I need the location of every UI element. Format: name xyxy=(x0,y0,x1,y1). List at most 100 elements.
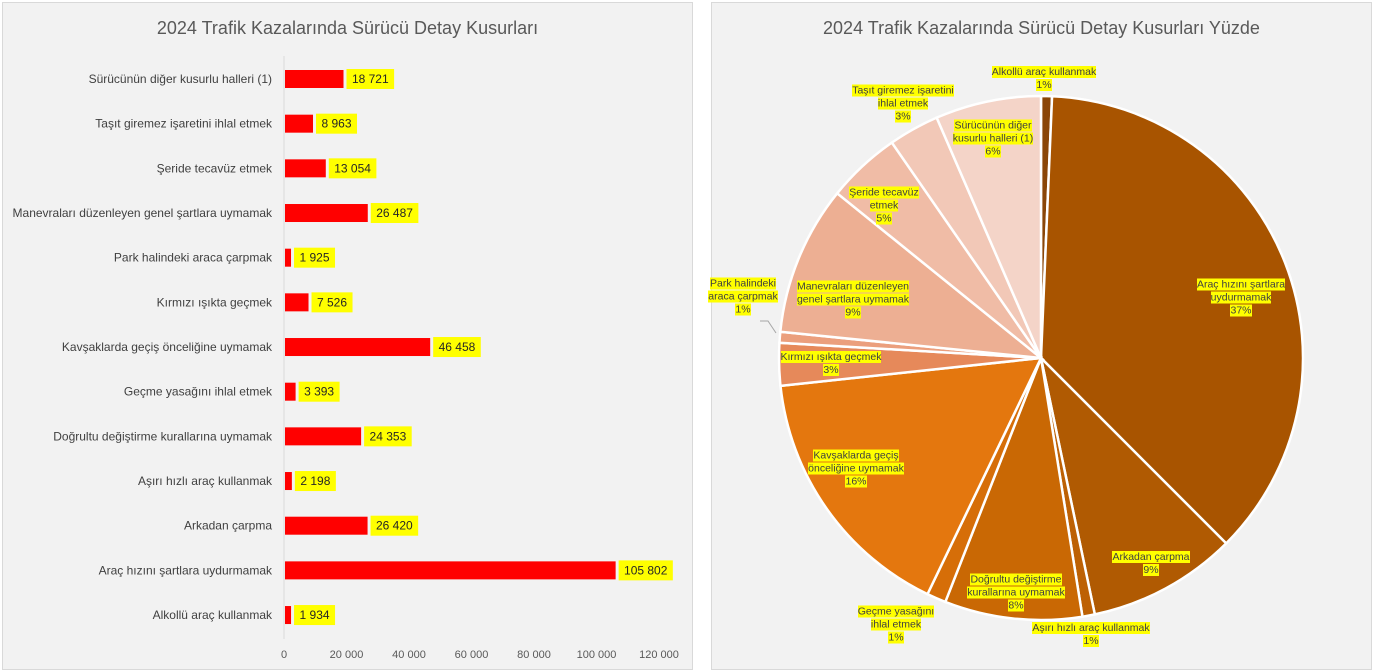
category-label: Manevraları düzenleyen genel şartlara uy… xyxy=(13,206,273,220)
category-label: Sürücünün diğer kusurlu halleri (1) xyxy=(89,72,272,86)
pie-data-label: Doğrultu değiştirme kurallarına uymamak 8… xyxy=(956,573,1076,613)
bar xyxy=(285,561,616,580)
leader-line xyxy=(760,320,777,334)
pie-percent-label: 8% xyxy=(1008,599,1024,612)
pie-chart xyxy=(760,94,1305,622)
category-label: Aşırı hızlı araç kullanmak xyxy=(138,474,273,488)
pie-percent-label: 3% xyxy=(823,364,839,376)
category-label: Araç hızını şartlara uydurmamak xyxy=(99,563,273,577)
pie-category-label: Aşırı hızlı araç kullanmak xyxy=(1032,622,1150,634)
data-label: 18 721 xyxy=(352,72,389,86)
pie-percent-label: 9% xyxy=(845,306,861,319)
data-label-bg xyxy=(433,337,481,358)
pie-data-label: Arkadan çarpma 9% xyxy=(1096,551,1206,577)
data-label-bg xyxy=(370,203,419,224)
bar xyxy=(285,516,368,535)
data-label: 13 054 xyxy=(334,161,371,175)
bar xyxy=(285,382,296,401)
pie-data-label: Şeride tecavüz etmek 5% xyxy=(844,186,924,226)
pie-slice xyxy=(1039,94,1305,546)
pie-category-label: Geçme yasağını ihlal etmek xyxy=(857,605,935,631)
data-label-bg xyxy=(364,426,412,447)
pie-slice xyxy=(779,356,1044,596)
bar xyxy=(285,427,362,446)
pie-data-label: Kırmızı ışıkta geçmek 3% xyxy=(761,351,901,377)
data-label: 7 526 xyxy=(317,295,347,309)
pie-percent-label: 9% xyxy=(1143,564,1159,576)
data-label: 24 353 xyxy=(370,429,407,443)
pie-category-label: Manevraları düzenleyen genel şartlara uy… xyxy=(796,280,910,306)
data-label-bg xyxy=(294,605,336,626)
bar-chart: Sürücünün diğer kusurlu halleri (1) 18 72… xyxy=(13,56,679,661)
data-label-bg xyxy=(618,560,673,581)
data-label-bg xyxy=(294,471,336,492)
pie-percent-label: 5% xyxy=(876,212,892,225)
pie-category-label: Sürücünün diğer kusurlu halleri (1) xyxy=(952,119,1034,145)
pie-percent-label: 3% xyxy=(895,110,911,123)
category-label: Park halindeki araca çarpmak xyxy=(114,251,273,265)
data-label: 46 458 xyxy=(439,340,476,354)
category-label: Şeride tecavüz etmek xyxy=(157,161,273,175)
bar xyxy=(285,248,292,267)
pie-data-label: Aşırı hızlı araç kullanmak 1% xyxy=(1021,622,1161,648)
pie-category-label: Arkadan çarpma xyxy=(1112,551,1190,563)
category-label: Kırmızı ışıkta geçmek xyxy=(157,295,273,309)
pie-category-label: Taşıt giremez işaretini ihlal etmek xyxy=(852,84,954,110)
pie-data-label: Sürücünün diğer kusurlu halleri (1) 6% xyxy=(948,119,1038,159)
category-label: Doğrultu değiştirme kurallarına uymamak xyxy=(53,429,273,443)
bar xyxy=(285,204,368,223)
x-tick-label: 120 000 xyxy=(639,649,679,661)
bar xyxy=(285,472,292,491)
pie-slice xyxy=(935,94,1043,359)
category-label: Kavşaklarda geçiş önceliğine uymamak xyxy=(62,340,273,354)
data-label: 1 934 xyxy=(300,608,330,622)
bar xyxy=(285,606,292,625)
data-label: 1 925 xyxy=(300,251,330,265)
x-tick-label: 40 000 xyxy=(392,649,426,661)
bar-chart-title: 2024 Trafik Kazalarında Sürücü Detay Kus… xyxy=(156,18,539,38)
pie-data-label: Kavşaklarda geçiş önceliğine uymamak 16% xyxy=(801,449,911,489)
data-label: 105 802 xyxy=(624,563,668,577)
pie-percent-label: 1% xyxy=(1083,635,1099,647)
pie-category-label: Doğrultu değiştirme kurallarına uymamak xyxy=(967,573,1065,599)
pie-percent-label: 1% xyxy=(735,303,751,316)
category-label: Arkadan çarpma xyxy=(184,519,272,533)
pie-percent-label: 1% xyxy=(888,631,904,644)
pie-data-label: Taşıt giremez işaretini ihlal etmek 3% xyxy=(848,84,958,124)
pie-slice xyxy=(943,353,1084,622)
pie-category-label: Kırmızı ışıkta geçmek xyxy=(780,351,882,363)
data-label-bg xyxy=(298,381,340,402)
data-label-bg xyxy=(328,158,377,179)
pie-percent-label: 16% xyxy=(845,475,867,488)
bar xyxy=(285,338,431,357)
data-label-bg xyxy=(316,113,358,134)
x-tick-label: 20 000 xyxy=(330,649,364,661)
x-tick-label: 80 000 xyxy=(517,649,551,661)
category-label: Alkollü araç kullanmak xyxy=(153,608,273,622)
data-label: 3 393 xyxy=(304,385,334,399)
bar xyxy=(285,293,309,312)
data-label-bg xyxy=(294,247,336,268)
pie-category-label: Kavşaklarda geçiş önceliğine uymamak xyxy=(808,449,904,475)
pie-slice xyxy=(1038,354,1228,616)
pie-data-label: Geçme yasağını ihlal etmek 1% xyxy=(851,605,941,645)
pie-category-label: Park halindeki araca çarpmak xyxy=(708,277,778,303)
bar xyxy=(285,70,344,88)
x-tick-label: 100 000 xyxy=(577,649,617,661)
data-label: 26 420 xyxy=(376,519,413,533)
pie-chart-title: 2024 Trafik Kazalarında Sürücü Detay Kus… xyxy=(823,18,1260,38)
pie-chart-panel: 2024 Trafik Kazalarında Sürücü Detay Kus… xyxy=(708,2,1372,670)
category-label: Taşıt giremez işaretini ihlal etmek xyxy=(95,117,273,131)
bar xyxy=(285,159,326,178)
data-label: 26 487 xyxy=(376,206,413,220)
pie-category-label: Araç hızını şartlara uydurmamak xyxy=(1196,278,1286,304)
pie-category-label: Alkollü araç kullanmak xyxy=(991,66,1097,78)
pie-data-label: Manevraları düzenleyen genel şartlara uy… xyxy=(788,280,918,320)
x-tick-label: 0 xyxy=(281,649,287,661)
pie-percent-label: 37% xyxy=(1230,304,1252,317)
pie-percent-label: 1% xyxy=(1036,79,1052,91)
data-label-bg xyxy=(311,292,353,313)
data-label: 2 198 xyxy=(300,474,330,488)
data-label-bg xyxy=(370,515,419,536)
pie-data-label: Park halindeki araca çarpmak 1% xyxy=(708,277,778,317)
